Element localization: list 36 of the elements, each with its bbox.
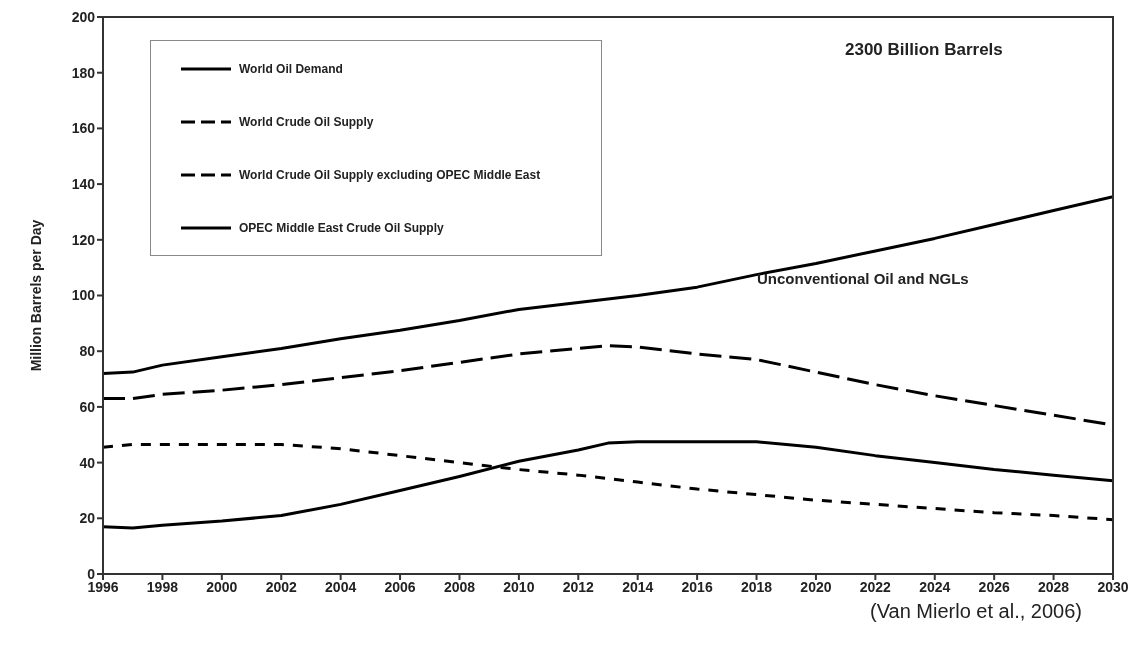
x-tick-label: 1998 [146, 578, 179, 595]
x-tick-label: 2028 [1038, 578, 1070, 595]
x-tick-label: 2002 [265, 578, 298, 595]
y-axis-title: Million Barrels per Day [27, 219, 44, 372]
legend-label: World Oil Demand [239, 61, 343, 76]
line-series [103, 195, 1113, 375]
x-tick-label: 2010 [503, 578, 535, 595]
y-tick-label: 140 [71, 176, 96, 193]
text: (Van Mierlo et al., 2006) [870, 600, 1082, 623]
x-tick-label: 2030 [1097, 578, 1129, 595]
y-tick-label: 200 [71, 8, 96, 25]
y-tick-label: 20 [79, 510, 96, 527]
x-tick-label: 2024 [919, 578, 951, 595]
x-tick-label: 2016 [681, 578, 713, 595]
legend-label: World Crude Oil Supply [239, 114, 374, 129]
x-tick-label: 2018 [740, 578, 773, 595]
x-tick-label: 2004 [325, 578, 357, 595]
x-tick-label: 2026 [978, 578, 1010, 595]
x-tick-label: 2020 [800, 578, 832, 595]
x-tick-label: 2012 [562, 578, 595, 595]
x-tick-label: 2008 [443, 578, 476, 595]
y-tick-label: 40 [79, 454, 96, 471]
y-tick-label: 80 [79, 343, 96, 360]
legend-label: World Crude Oil Supply excluding OPEC Middle East [239, 167, 541, 182]
annotation: Unconventional Oil and NGLs [757, 270, 969, 287]
x-tick-label: 2014 [622, 578, 654, 595]
y-tick-label: 160 [71, 120, 96, 137]
x-tick-label: 2022 [859, 578, 892, 595]
y-tick-label: 60 [79, 398, 96, 415]
annotation: 2300 Billion Barrels [845, 40, 1003, 60]
y-tick-label: 180 [71, 64, 96, 81]
x-tick-label: 2006 [384, 578, 416, 595]
legend-label: OPEC Middle East Crude Oil Supply [239, 220, 444, 235]
y-tick-label: 120 [71, 231, 96, 248]
x-tick-label: 2000 [206, 578, 238, 595]
y-tick-label: 100 [71, 287, 96, 304]
